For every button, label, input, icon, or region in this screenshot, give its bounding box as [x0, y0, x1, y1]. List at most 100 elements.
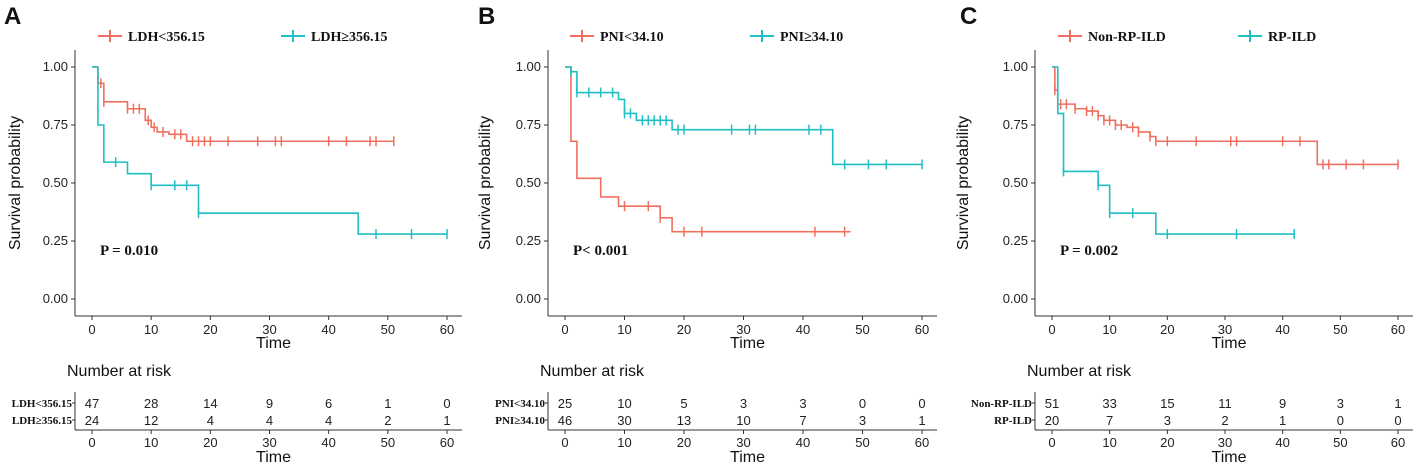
risk-value: 11: [1218, 396, 1232, 411]
risk-value: 5: [680, 396, 687, 411]
x-axis-title: Time: [730, 335, 765, 352]
x-tick-label: 50: [1333, 322, 1347, 337]
risk-value: 14: [203, 396, 217, 411]
y-tick-label: 0.25: [43, 233, 68, 248]
survival-curve-group2: [92, 66, 447, 235]
y-tick-label: 0.25: [1003, 233, 1028, 248]
risk-x-tick-label: 0: [1048, 435, 1055, 450]
y-axis-title: Survival probability: [7, 116, 24, 250]
x-axis-title: Time: [256, 335, 291, 352]
risk-x-axis-title: Time: [730, 449, 765, 466]
legend-label: PNI≥34.10: [780, 30, 843, 45]
risk-x-axis-title: Time: [1212, 449, 1247, 466]
risk-x-tick-label: 50: [1333, 435, 1347, 450]
risk-value: 3: [859, 413, 866, 428]
legend-label: LDH≥356.15: [311, 30, 388, 45]
x-tick-label: 0: [1048, 322, 1055, 337]
risk-value: 1: [384, 396, 391, 411]
risk-value: 12: [144, 413, 158, 428]
risk-value: 28: [144, 396, 158, 411]
x-tick-label: 20: [203, 322, 217, 337]
risk-x-tick-label: 60: [1391, 435, 1405, 450]
x-tick-label: 60: [440, 322, 454, 337]
p-value: P = 0.002: [1060, 243, 1118, 259]
risk-value: 47: [85, 396, 99, 411]
x-tick-label: 20: [677, 322, 691, 337]
risk-value: 1: [443, 413, 450, 428]
x-tick-label: 0: [561, 322, 568, 337]
x-tick-label: 60: [915, 322, 929, 337]
survival-curve-group1: [565, 66, 851, 233]
survival-curve-group1: [92, 66, 394, 143]
risk-value: 20: [1045, 413, 1059, 428]
risk-value: 9: [266, 396, 273, 411]
risk-value: 15: [1160, 396, 1174, 411]
risk-value: 24: [85, 413, 99, 428]
risk-value: 10: [617, 396, 631, 411]
risk-x-tick-label: 0: [561, 435, 568, 450]
risk-value: 3: [1164, 413, 1171, 428]
risk-value: 1: [1394, 396, 1401, 411]
risk-x-tick-label: 40: [796, 435, 810, 450]
x-tick-label: 30: [736, 322, 750, 337]
risk-value: 3: [740, 396, 747, 411]
y-tick-label: 0.00: [1003, 291, 1028, 306]
risk-table-title: Number at risk: [540, 363, 645, 380]
y-tick-label: 0.50: [43, 175, 68, 190]
risk-x-tick-label: 40: [321, 435, 335, 450]
panel-b: B PNI<34.10 PNI≥34.10 0.00 0.25 0.50 0.75 1.00 0…: [477, 3, 937, 466]
legend-label: RP-ILD: [1268, 30, 1316, 45]
risk-table-title: Number at risk: [1027, 363, 1132, 380]
risk-value: 1: [918, 413, 925, 428]
legend-label: LDH<356.15: [128, 30, 205, 45]
risk-value: 0: [859, 396, 866, 411]
risk-x-tick-label: 20: [1160, 435, 1174, 450]
risk-x-tick-label: 10: [617, 435, 631, 450]
risk-row-label: LDH<356.15: [12, 398, 73, 410]
risk-value: 7: [799, 413, 806, 428]
survival-curve-group2: [565, 66, 922, 166]
risk-x-tick-label: 40: [1275, 435, 1289, 450]
x-tick-label: 40: [796, 322, 810, 337]
panel-label: B: [478, 3, 495, 30]
y-tick-label: 1.00: [43, 59, 68, 74]
risk-value: 25: [558, 396, 572, 411]
y-axis-title: Survival probability: [477, 116, 494, 250]
risk-value: 33: [1102, 396, 1116, 411]
y-tick-label: 1.00: [1003, 59, 1028, 74]
risk-value: 7: [1106, 413, 1113, 428]
risk-x-tick-label: 30: [736, 435, 750, 450]
survival-curve-group2: [1052, 66, 1295, 235]
risk-x-tick-label: 20: [677, 435, 691, 450]
risk-x-tick-label: 10: [144, 435, 158, 450]
p-value: P< 0.001: [573, 243, 628, 259]
y-tick-label: 0.75: [516, 117, 541, 132]
x-tick-label: 50: [381, 322, 395, 337]
risk-value: 0: [443, 396, 450, 411]
y-tick-label: 0.50: [1003, 175, 1028, 190]
x-tick-label: 40: [321, 322, 335, 337]
risk-value: 46: [558, 413, 572, 428]
risk-row-label: PNI<34.10: [495, 398, 545, 410]
y-tick-label: 1.00: [516, 59, 541, 74]
risk-value: 9: [1279, 396, 1286, 411]
risk-value: 2: [1221, 413, 1228, 428]
y-tick-label: 0.25: [516, 233, 541, 248]
p-value: P = 0.010: [100, 243, 158, 259]
x-tick-label: 20: [1160, 322, 1174, 337]
risk-value: 51: [1045, 396, 1059, 411]
risk-x-tick-label: 30: [1218, 435, 1232, 450]
y-tick-label: 0.50: [516, 175, 541, 190]
x-tick-label: 30: [1218, 322, 1232, 337]
y-axis-title: Survival probability: [955, 116, 972, 250]
risk-value: 2: [384, 413, 391, 428]
legend-label: Non-RP-ILD: [1088, 30, 1166, 45]
risk-table-title: Number at risk: [67, 363, 172, 380]
panel-label: C: [960, 3, 977, 30]
risk-value: 13: [677, 413, 691, 428]
risk-value: 0: [918, 396, 925, 411]
y-tick-label: 0.75: [43, 117, 68, 132]
x-tick-label: 10: [144, 322, 158, 337]
panel-label: A: [4, 3, 21, 30]
